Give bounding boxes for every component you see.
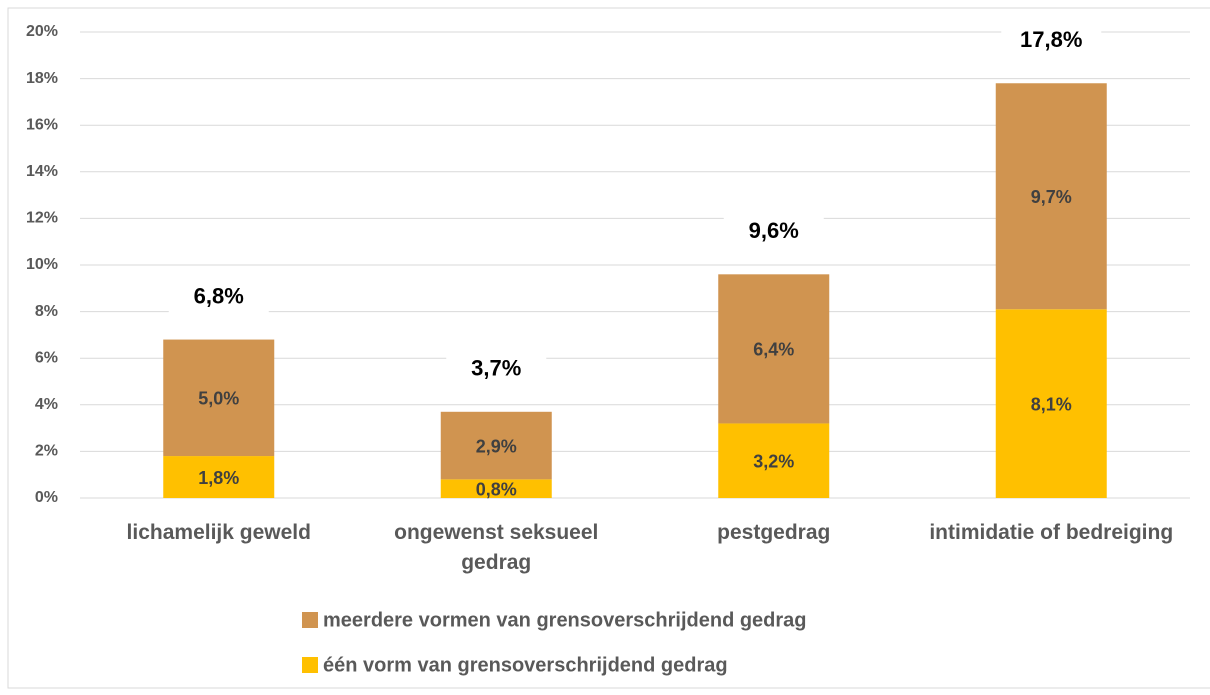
data-label: 3,2%: [753, 451, 794, 471]
bar-segment: [163, 456, 275, 498]
data-label: 5,0%: [198, 389, 239, 409]
chart-border: [7, 7, 1210, 689]
y-tick-label: 4%: [35, 396, 58, 413]
y-tick-label: 8%: [35, 303, 58, 320]
y-tick-label: 20%: [26, 23, 58, 40]
data-label: 9,7%: [1031, 187, 1072, 207]
bar-segment: [995, 309, 1107, 498]
total-label: 17,8%: [1020, 27, 1082, 52]
total-label: 9,6%: [749, 218, 799, 243]
bar-segment: [718, 423, 830, 498]
y-tick-label: 10%: [26, 256, 58, 273]
y-tick-label: 6%: [35, 349, 58, 366]
bar-segment: [995, 83, 1107, 310]
legend-label: één vorm van grensoverschrijdend gedrag: [323, 654, 728, 676]
legend-label: meerdere vormen van grensoverschrijdend …: [323, 609, 807, 631]
x-tick-label: pestgedrag: [717, 521, 831, 544]
y-tick-label: 0%: [35, 489, 58, 506]
total-label-bg: [168, 281, 269, 314]
total-label-bg: [446, 353, 547, 386]
bar-segment: [440, 411, 552, 480]
bar-segment: [163, 339, 275, 457]
x-tick-label: lichamelijk geweld: [126, 521, 311, 544]
total-label-bg: [723, 216, 824, 249]
legend-swatch: [302, 612, 318, 628]
data-label: 6,4%: [753, 340, 794, 360]
total-label: 3,7%: [471, 356, 521, 381]
x-tick-label: intimidatie of bedreiging: [929, 521, 1174, 544]
legend-swatch: [302, 657, 318, 673]
data-label: 2,9%: [476, 436, 517, 456]
data-label: 0,8%: [476, 479, 517, 499]
x-tick-label: ongewenst seksueel gedrag: [394, 521, 599, 574]
total-label: 6,8%: [194, 283, 244, 308]
bar-segment: [718, 274, 830, 424]
data-label: 8,1%: [1031, 394, 1072, 414]
y-tick-label: 2%: [35, 443, 58, 460]
y-tick-label: 12%: [26, 210, 58, 227]
y-tick-label: 16%: [26, 116, 58, 133]
y-tick-label: 14%: [26, 163, 58, 180]
y-tick-label: 18%: [26, 70, 58, 87]
bar-segment: [440, 479, 552, 498]
data-label: 1,8%: [198, 468, 239, 488]
total-label-bg: [1001, 25, 1102, 58]
